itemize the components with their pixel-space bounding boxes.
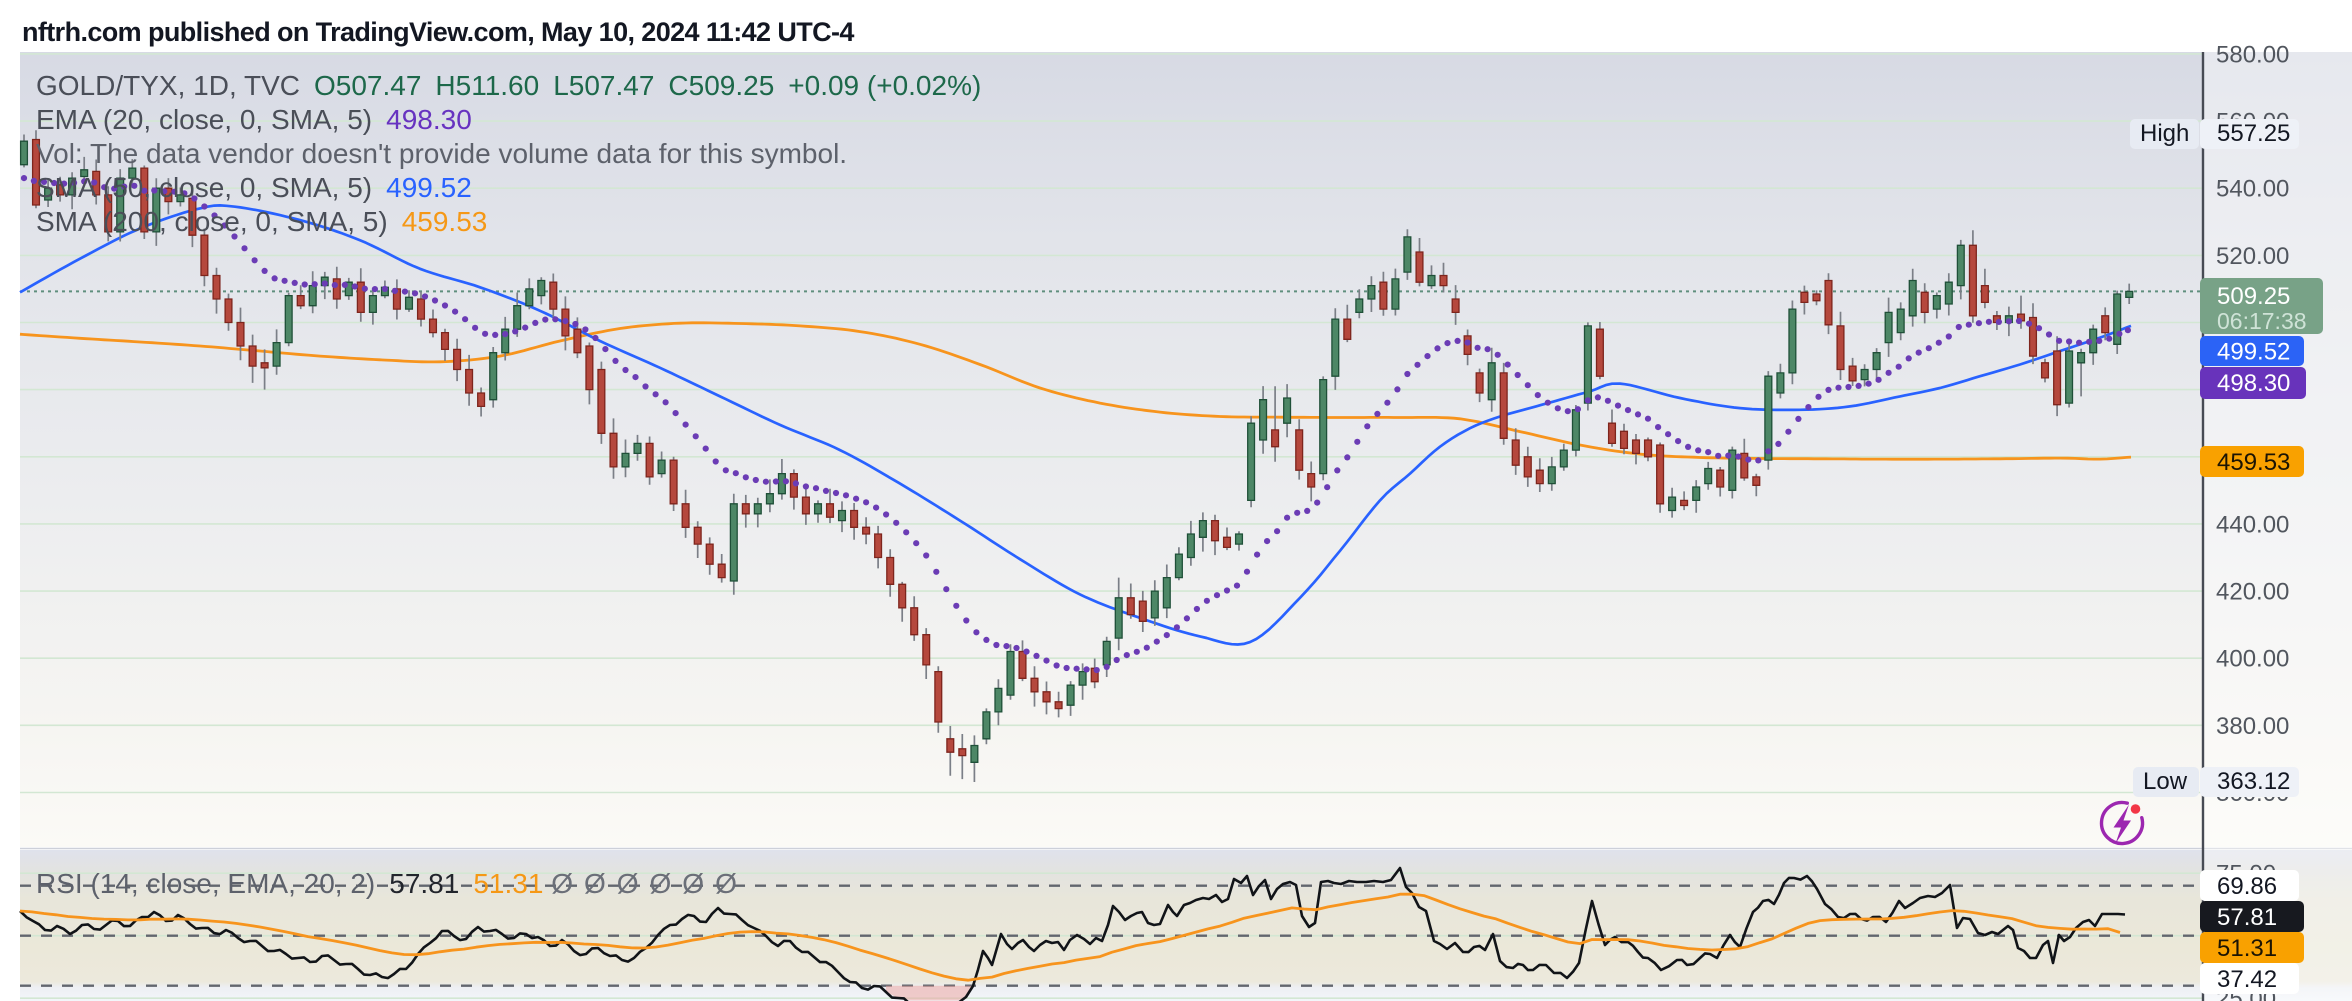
svg-text:69.86: 69.86	[2217, 873, 2277, 900]
svg-text:509.25: 509.25	[2217, 283, 2290, 310]
svg-text:Vol: The data vendor doesn't p: Vol: The data vendor doesn't provide vol…	[36, 138, 847, 169]
svg-text:EMA (20, close, 0, SMA, 5) 498: EMA (20, close, 0, SMA, 5) 498.30	[36, 104, 472, 135]
svg-text:57.81: 57.81	[2217, 904, 2277, 931]
svg-text:498.30: 498.30	[2217, 370, 2290, 397]
svg-text:GOLD/TYX, 1D, TVC O507.47 H511: GOLD/TYX, 1D, TVC O507.47 H511.60 L507.4…	[36, 70, 981, 101]
svg-text:51.31: 51.31	[2217, 935, 2277, 962]
svg-text:SMA (200, close, 0, SMA, 5) 45: SMA (200, close, 0, SMA, 5) 459.53	[36, 206, 487, 237]
svg-text:37.42: 37.42	[2217, 966, 2277, 993]
svg-text:540.00: 540.00	[2216, 176, 2289, 203]
svg-text:557.25: 557.25	[2217, 120, 2290, 147]
svg-text:420.00: 420.00	[2216, 579, 2289, 606]
svg-text:380.00: 380.00	[2216, 713, 2289, 740]
svg-text:363.12: 363.12	[2217, 768, 2290, 795]
svg-text:SMA (50, close, 0, SMA, 5) 499: SMA (50, close, 0, SMA, 5) 499.52	[36, 172, 472, 203]
svg-text:High: High	[2140, 120, 2189, 147]
svg-text:Low: Low	[2143, 768, 2188, 795]
svg-text:580.00: 580.00	[2216, 41, 2289, 68]
svg-text:520.00: 520.00	[2216, 243, 2289, 270]
svg-text:459.53: 459.53	[2217, 449, 2290, 476]
svg-text:06:17:38: 06:17:38	[2217, 308, 2307, 334]
svg-text:400.00: 400.00	[2216, 646, 2289, 673]
svg-text:499.52: 499.52	[2217, 339, 2290, 366]
svg-text:440.00: 440.00	[2216, 511, 2289, 538]
svg-text:nftrh.com published on Trading: nftrh.com published on TradingView.com, …	[22, 17, 854, 47]
svg-text:RSI (14, close, EMA, 20, 2) 57: RSI (14, close, EMA, 20, 2) 57.81 51.31 …	[36, 868, 748, 899]
